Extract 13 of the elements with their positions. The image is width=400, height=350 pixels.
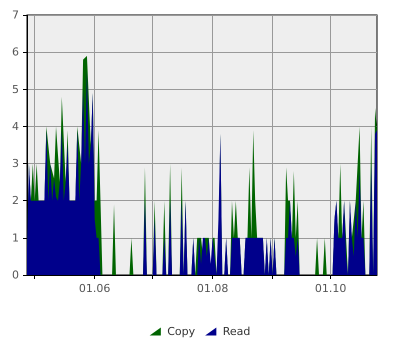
x-tick-label: 01.08	[196, 282, 228, 295]
y-tick-label: 7	[12, 8, 19, 22]
y-tick-label: 1	[12, 231, 19, 244]
y-tick-label: 5	[12, 82, 19, 96]
legend-label: Read	[222, 325, 250, 338]
y-tick-label: 4	[12, 120, 19, 133]
legend-label: Copy	[167, 325, 196, 338]
x-tick-label: 01.10	[314, 282, 346, 295]
y-tick-label: 3	[12, 157, 19, 170]
y-tick-label: 6	[12, 46, 19, 59]
x-tick-label: 01.06	[78, 282, 110, 295]
y-tick-label: 0	[12, 268, 19, 282]
y-tick-label: 2	[12, 194, 19, 208]
